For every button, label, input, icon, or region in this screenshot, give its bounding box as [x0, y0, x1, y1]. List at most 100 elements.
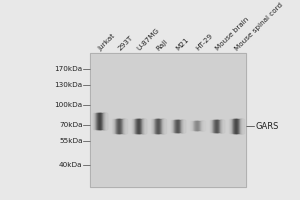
Bar [203, 121, 204, 130]
Bar [210, 120, 211, 132]
Bar [243, 119, 244, 133]
Bar [233, 119, 234, 133]
Bar [238, 119, 239, 133]
Bar [144, 119, 145, 133]
Bar [141, 119, 142, 133]
Bar [220, 120, 221, 132]
Bar [236, 119, 237, 133]
Bar [142, 119, 143, 133]
Bar [196, 121, 197, 130]
Bar [100, 113, 101, 129]
Bar [241, 119, 242, 133]
Bar [215, 120, 216, 132]
Text: Mouse spinal cord: Mouse spinal cord [233, 1, 284, 52]
Bar [217, 120, 218, 132]
Text: U-87MG: U-87MG [136, 27, 161, 52]
Bar [156, 119, 157, 133]
Bar [101, 113, 102, 129]
Bar [160, 119, 161, 133]
Text: 70kDa: 70kDa [59, 122, 82, 128]
Bar [135, 119, 136, 133]
Bar [140, 119, 141, 133]
Bar [164, 119, 165, 133]
Bar [116, 119, 117, 133]
Bar [221, 120, 222, 132]
Bar [133, 119, 134, 133]
Bar [176, 120, 177, 132]
Bar [113, 119, 114, 133]
Bar [210, 120, 211, 132]
Bar [233, 119, 234, 133]
Bar [242, 119, 243, 133]
Bar [217, 120, 218, 132]
Bar [117, 119, 118, 133]
Bar [197, 121, 198, 130]
Bar [171, 120, 172, 132]
Bar [239, 119, 240, 133]
Bar [97, 113, 98, 129]
Bar [102, 113, 103, 129]
Bar [182, 120, 183, 132]
Bar [176, 120, 177, 132]
Bar [180, 120, 181, 132]
Text: 40kDa: 40kDa [59, 162, 82, 168]
Bar [143, 119, 144, 133]
Bar [136, 119, 137, 133]
Bar [181, 120, 182, 132]
Bar [164, 119, 165, 133]
Bar [159, 119, 160, 133]
Bar [237, 119, 238, 133]
Bar [94, 113, 95, 129]
Bar [218, 120, 219, 132]
Bar [138, 119, 139, 133]
Bar [182, 120, 183, 132]
Bar [234, 119, 235, 133]
Bar [114, 119, 115, 133]
Bar [133, 119, 134, 133]
Bar [198, 121, 199, 130]
Bar [160, 119, 161, 133]
Bar [154, 119, 155, 133]
Bar [216, 120, 217, 132]
Text: HT-29: HT-29 [194, 33, 214, 52]
Bar [212, 120, 213, 132]
Bar [211, 120, 212, 132]
Bar [90, 53, 246, 187]
Bar [214, 120, 215, 132]
Bar [240, 119, 241, 133]
Bar [173, 120, 174, 132]
Bar [95, 113, 96, 129]
Bar [237, 119, 238, 133]
Bar [105, 113, 106, 129]
Bar [222, 120, 223, 132]
Bar [211, 120, 212, 132]
Bar [134, 119, 135, 133]
Bar [198, 121, 199, 130]
Bar [177, 120, 178, 132]
Bar [173, 120, 174, 132]
Bar [105, 113, 106, 129]
Bar [139, 119, 140, 133]
Bar [119, 119, 120, 133]
Bar [230, 119, 231, 133]
Bar [200, 121, 201, 130]
Bar [151, 119, 152, 133]
Bar [174, 120, 175, 132]
Text: 293T: 293T [116, 35, 134, 52]
Bar [144, 119, 145, 133]
Bar [125, 119, 126, 133]
Bar [122, 119, 123, 133]
Bar [214, 120, 215, 132]
Bar [223, 120, 224, 132]
Bar [116, 119, 117, 133]
Bar [238, 119, 239, 133]
Bar [215, 120, 216, 132]
Bar [95, 113, 96, 129]
Text: GARS: GARS [255, 122, 278, 131]
Bar [132, 119, 133, 133]
Bar [94, 113, 95, 129]
Bar [204, 121, 205, 130]
Bar [120, 119, 121, 133]
Bar [120, 119, 121, 133]
Bar [238, 119, 239, 133]
